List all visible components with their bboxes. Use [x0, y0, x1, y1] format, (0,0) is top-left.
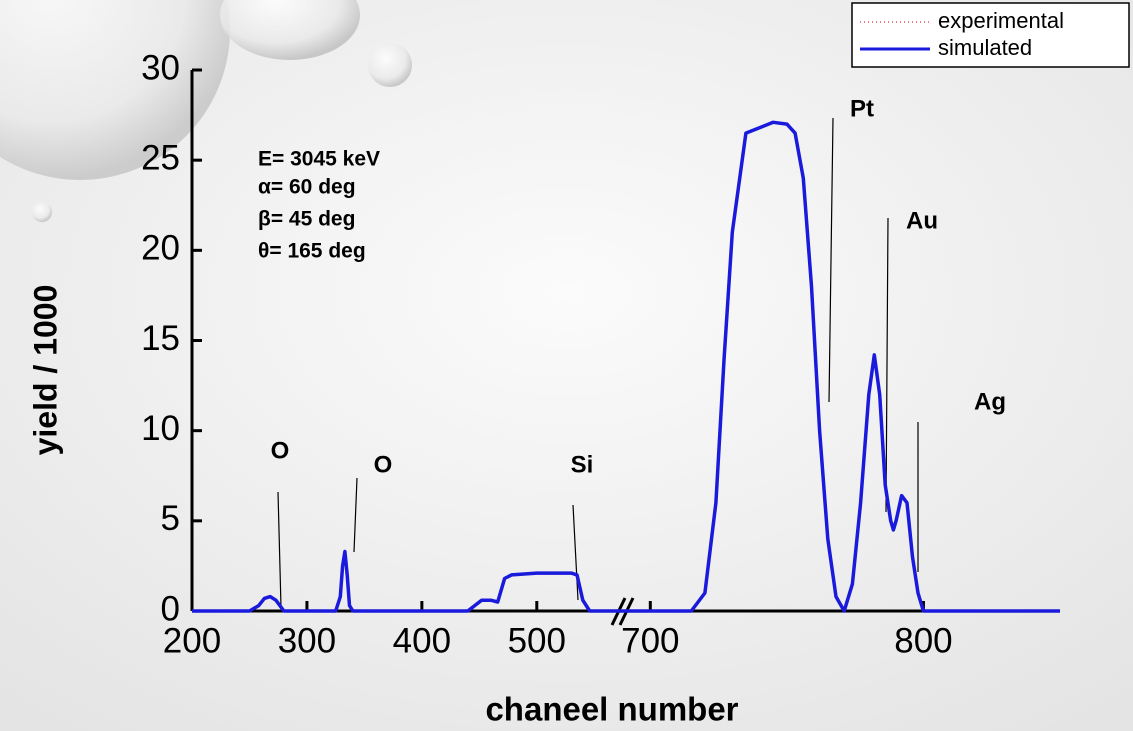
legend-label: experimental — [938, 8, 1064, 33]
y-tick-label: 15 — [141, 319, 180, 358]
leader-line — [885, 217, 889, 513]
leader-line — [353, 477, 358, 553]
y-tick-label: 5 — [161, 499, 180, 538]
peak-label: O — [374, 451, 393, 478]
y-tick-label: 20 — [141, 229, 180, 268]
peak-label: O — [271, 437, 290, 464]
annotation: α= 60 deg — [258, 176, 356, 199]
x-tick-label: 200 — [163, 621, 221, 660]
annotation: β= 45 deg — [258, 208, 355, 231]
peak-label: Ag — [974, 388, 1006, 415]
legend-label: simulated — [938, 35, 1032, 60]
peak-label: Pt — [850, 95, 874, 122]
x-tick-label: 300 — [278, 621, 336, 660]
annotation: E= 3045 keV — [258, 148, 380, 171]
leader-line — [277, 491, 282, 608]
x-tick-label: 800 — [894, 621, 952, 660]
bubble — [0, 0, 230, 180]
bubble — [368, 43, 412, 87]
leader-line — [828, 117, 834, 403]
x-axis-label: chaneel number — [485, 691, 738, 728]
legend: experimental simulated — [851, 2, 1130, 68]
leader-lines — [277, 117, 919, 608]
legend-box — [851, 2, 1130, 68]
y-tick-label: 10 — [141, 409, 180, 448]
y-tick-label: 30 — [141, 48, 180, 87]
y-tick-label: 25 — [141, 138, 180, 177]
peak-label: Au — [906, 207, 938, 234]
bubble — [220, 0, 360, 60]
y-axis-label: yield / 1000 — [27, 285, 63, 456]
x-tick-label: 400 — [393, 621, 451, 660]
bubble — [32, 202, 52, 222]
y-tick-label: 0 — [161, 589, 180, 628]
annotation: θ= 165 deg — [258, 240, 366, 263]
peak-label: Si — [571, 451, 594, 478]
x-tick-label: 500 — [508, 621, 566, 660]
series-line — [192, 120, 1060, 613]
leader-line — [572, 504, 579, 601]
x-tick-label: 700 — [621, 621, 679, 660]
